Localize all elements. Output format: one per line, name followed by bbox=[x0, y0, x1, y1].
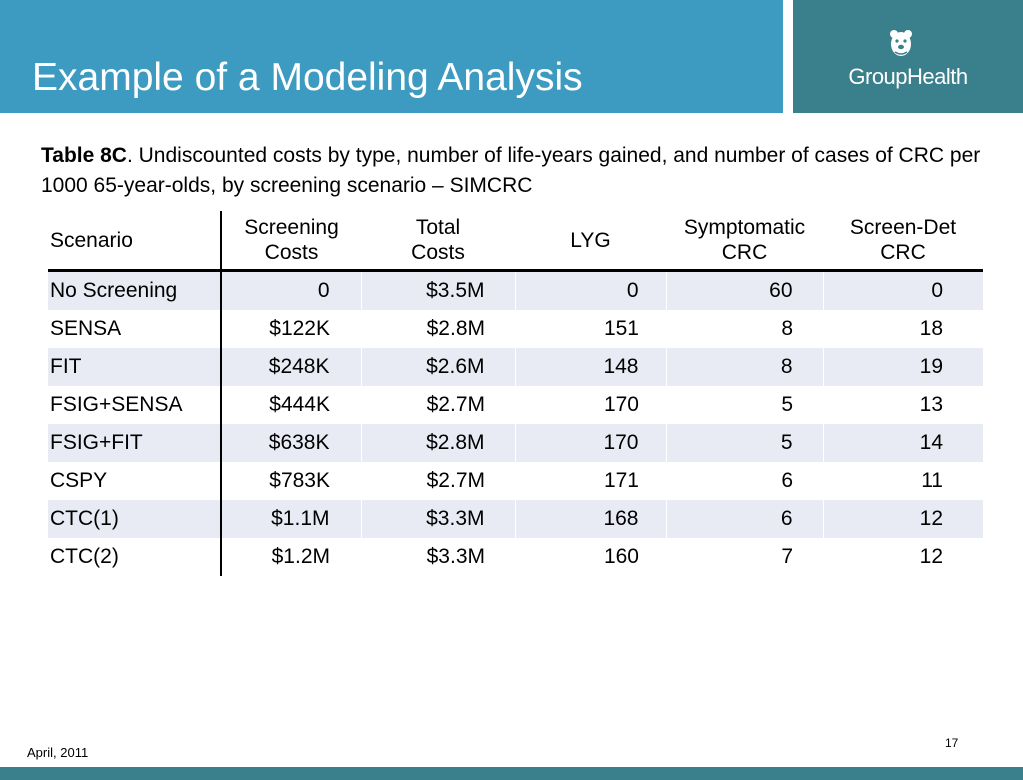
header-screen-det-crc: Screen-Det CRC bbox=[823, 211, 983, 272]
cell-total-costs: $2.7M bbox=[426, 393, 485, 416]
header-symptomatic-crc: Symptomatic CRC bbox=[666, 211, 823, 272]
caption-text: . Undiscounted costs by type, number of … bbox=[41, 144, 981, 197]
results-table: Scenario Screening Costs Total Costs LYG S… bbox=[48, 211, 983, 576]
cell-lyg: 168 bbox=[514, 500, 666, 538]
cell-total-costs: $2.7M bbox=[426, 469, 485, 492]
cell-lyg: 160 bbox=[603, 545, 639, 568]
table-row: CTC(1) $1.1M $3.3M 168 6 12 bbox=[48, 500, 983, 538]
cell-scenario: FSIG+FIT bbox=[48, 424, 222, 462]
title-bar: Example of a Modeling Analysis bbox=[0, 0, 783, 113]
table-row: CSPY $783K $2.7M 171 6 11 bbox=[48, 462, 983, 500]
cell-screen-det: 14 bbox=[822, 424, 983, 462]
cell-scenario: CTC(2) bbox=[48, 538, 222, 576]
header-screening-costs: Screening Costs bbox=[221, 211, 361, 272]
logo-wordmark: GroupHealth bbox=[848, 64, 968, 89]
table-row: No Screening 0 $3.5M 0 60 0 bbox=[48, 270, 983, 310]
table-header-row: Scenario Screening Costs Total Costs LYG S… bbox=[48, 211, 983, 272]
header-total-costs: Total Costs bbox=[361, 211, 515, 272]
cell-lyg: 171 bbox=[603, 469, 639, 492]
cell-screen-det: 18 bbox=[919, 317, 943, 340]
cell-symptomatic: 8 bbox=[781, 317, 793, 340]
cell-screening-costs: 0 bbox=[221, 270, 361, 310]
cell-total-costs: $3.5M bbox=[360, 270, 515, 310]
table-caption: Table 8C. Undiscounted costs by type, nu… bbox=[41, 141, 981, 201]
cell-scenario: No Screening bbox=[48, 270, 222, 310]
table-row: FIT $248K $2.6M 148 8 19 bbox=[48, 348, 983, 386]
table-row: FSIG+FIT $638K $2.8M 170 5 14 bbox=[48, 424, 983, 462]
cell-total-costs: $2.8M bbox=[360, 424, 515, 462]
cell-total-costs: $2.6M bbox=[360, 348, 515, 386]
logo-bar: GroupHealth bbox=[793, 0, 1023, 113]
table-row: SENSA $122K $2.8M 151 8 18 bbox=[48, 310, 983, 348]
header-scenario: Scenario bbox=[48, 211, 222, 272]
cell-scenario: CSPY bbox=[48, 462, 222, 500]
cell-screening-costs: $1.2M bbox=[271, 545, 330, 568]
bear-emblem-icon bbox=[890, 30, 912, 56]
cell-screen-det: 11 bbox=[921, 469, 943, 492]
cell-symptomatic: 60 bbox=[665, 270, 823, 310]
cell-scenario: SENSA bbox=[48, 310, 222, 348]
cell-screen-det: 19 bbox=[822, 348, 983, 386]
cell-symptomatic: 8 bbox=[665, 348, 823, 386]
cell-screen-det: 13 bbox=[919, 393, 943, 416]
cell-screen-det: 12 bbox=[822, 500, 983, 538]
cell-symptomatic: 6 bbox=[665, 500, 823, 538]
cell-symptomatic: 7 bbox=[781, 545, 793, 568]
cell-symptomatic: 5 bbox=[665, 424, 823, 462]
footer-date: April, 2011 bbox=[27, 745, 89, 760]
cell-scenario: FIT bbox=[48, 348, 222, 386]
cell-scenario: FSIG+SENSA bbox=[48, 386, 222, 424]
bottom-bar bbox=[0, 767, 1023, 780]
cell-screening-costs: $444K bbox=[269, 393, 330, 416]
slide-title: Example of a Modeling Analysis bbox=[32, 56, 583, 99]
caption-label: Table 8C bbox=[41, 144, 127, 167]
cell-lyg: 170 bbox=[603, 393, 639, 416]
cell-symptomatic: 6 bbox=[781, 469, 793, 492]
cell-lyg: 148 bbox=[514, 348, 666, 386]
table-row: CTC(2) $1.2M $3.3M 160 7 12 bbox=[48, 538, 983, 576]
cell-screening-costs: $248K bbox=[221, 348, 361, 386]
cell-scenario: CTC(1) bbox=[48, 500, 222, 538]
cell-total-costs: $3.3M bbox=[360, 500, 515, 538]
cell-lyg: 170 bbox=[514, 424, 666, 462]
cell-lyg: 151 bbox=[603, 317, 639, 340]
cell-screen-det: 12 bbox=[919, 545, 943, 568]
cell-total-costs: $2.8M bbox=[426, 317, 485, 340]
page-number: 17 bbox=[945, 736, 959, 750]
cell-screen-det: 0 bbox=[822, 270, 983, 310]
cell-screening-costs: $638K bbox=[221, 424, 361, 462]
cell-total-costs: $3.3M bbox=[426, 545, 485, 568]
table-row: FSIG+SENSA $444K $2.7M 170 5 13 bbox=[48, 386, 983, 424]
cell-symptomatic: 5 bbox=[781, 393, 793, 416]
cell-screening-costs: $783K bbox=[269, 469, 330, 492]
cell-lyg: 0 bbox=[514, 270, 666, 310]
header-lyg: LYG bbox=[515, 211, 666, 272]
cell-screening-costs: $122K bbox=[269, 317, 330, 340]
cell-screening-costs: $1.1M bbox=[221, 500, 361, 538]
